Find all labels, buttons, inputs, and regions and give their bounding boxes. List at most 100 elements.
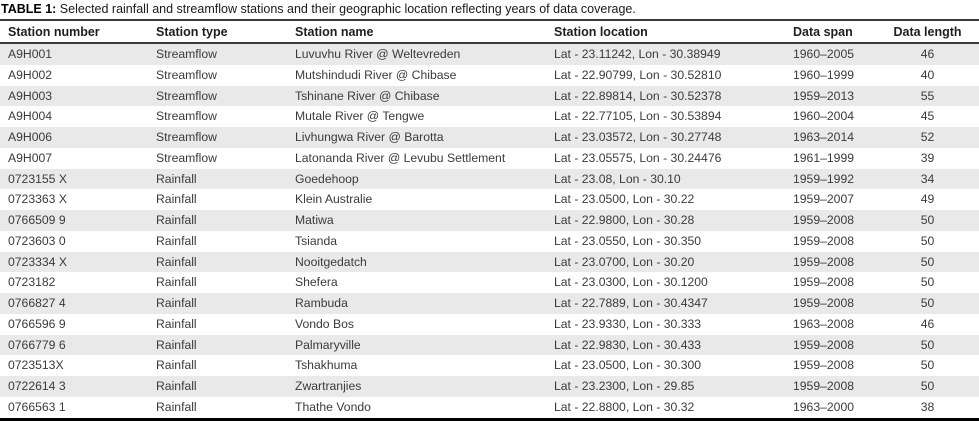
cell-station_location: Lat - 23.2300, Lon - 29.85 [554, 379, 695, 393]
cell-data_length: 49 [920, 192, 935, 207]
cell-data_length: 50 [920, 337, 935, 352]
column-header-station_type: Station type [148, 20, 287, 44]
cell-station_location: Lat - 22.90799, Lon - 30.52810 [554, 67, 722, 82]
cell-data_span: 1959–2008 [793, 233, 855, 248]
cell-station_name: Tshakhuma [295, 358, 358, 373]
cell-data_span: 1959–2008 [793, 379, 855, 393]
cell-station_type: Streamflow [156, 150, 217, 165]
cell-station_name: Zwartranjies [295, 379, 362, 393]
cell-station_type: Rainfall [156, 254, 197, 269]
cell-data_span: 1959–2007 [793, 192, 855, 207]
cell-station_name: Matiwa [295, 213, 334, 227]
cell-station_location: Lat - 23.9330, Lon - 30.333 [554, 316, 702, 331]
cell-station_number: 0723182 [8, 275, 56, 290]
table-row: A9H001 Streamflow Luvuvhu River @ Weltevre… [0, 43, 979, 65]
cell-station_name: Mutshindudi River @ Chibase [295, 67, 457, 82]
table-row: 0766779 6 Rainfall Palmaryville Lat - 22.98… [0, 334, 979, 356]
cell-station_type: Rainfall [156, 213, 197, 227]
cell-station_name: Rambuda [295, 296, 348, 310]
cell-station_number: 0766596 9 [8, 316, 66, 331]
cell-data_span: 1963–2014 [793, 130, 855, 144]
cell-station_number: A9H004 [8, 109, 53, 124]
cell-station_location: Lat - 23.0550, Lon - 30.350 [554, 233, 702, 248]
cell-station_type: Streamflow [156, 47, 217, 61]
cell-data_length: 40 [920, 67, 935, 82]
table-row: 0766509 9 Rainfall Matiwa Lat - 22.9800, Lo… [0, 210, 979, 231]
cell-station_location: Lat - 22.77105, Lon - 30.53894 [554, 109, 722, 124]
cell-data_span: 1959–2008 [793, 337, 855, 352]
cell-station_number: 0722614 3 [8, 379, 66, 393]
cell-station_type: Rainfall [156, 316, 197, 331]
table-caption: TABLE 1: Selected rainfall and streamflo… [0, 0, 979, 19]
cell-data_span: 1960–1999 [793, 67, 855, 82]
column-header-station_name: Station name [287, 20, 546, 44]
cell-data_span: 1959–2008 [793, 213, 855, 227]
cell-data_span: 1959–2008 [793, 296, 855, 310]
cell-station_number: 0766827 4 [8, 296, 66, 310]
cell-station_type: Rainfall [156, 192, 197, 207]
table-row: A9H004 Streamflow Mutale River @ Tengwe Lat… [0, 106, 979, 127]
column-header-data_span: Data span [785, 20, 876, 44]
cell-station_number: 0723155 X [8, 171, 67, 186]
cell-data_span: 1959–2008 [793, 275, 855, 290]
cell-data_length: 50 [920, 254, 935, 269]
cell-station_name: Shefera [295, 275, 338, 290]
cell-station_location: Lat - 23.0300, Lon - 30.1200 [554, 275, 708, 290]
cell-station_location: Lat - 22.8800, Lon - 30.32 [554, 399, 695, 414]
cell-data_span: 1960–2004 [793, 109, 855, 124]
table-row: 0766827 4 Rainfall Rambuda Lat - 22.7889, L… [0, 293, 979, 314]
table-row: A9H007 Streamflow Latonanda River @ Levubu… [0, 147, 979, 169]
table-row: 0766563 1 Rainfall Thathe Vondo Lat - 22.88… [0, 396, 979, 419]
cell-station_type: Rainfall [156, 233, 197, 248]
cell-station_name: Mutale River @ Tengwe [295, 109, 425, 124]
cell-data_span: 1959–1992 [793, 171, 855, 186]
cell-data_span: 1963–2008 [793, 316, 855, 331]
cell-station_number: 0723334 X [8, 254, 67, 269]
cell-station_name: Palmaryville [295, 337, 361, 352]
cell-data_span: 1959–2008 [793, 254, 855, 269]
table-row: 0723363 X Rainfall Klein Australie Lat - 23… [0, 189, 979, 210]
cell-station_location: Lat - 22.7889, Lon - 30.4347 [554, 296, 708, 310]
cell-station_name: Luvuvhu River @ Weltevreden [295, 47, 461, 61]
table-row: 0723603 0 Rainfall Tsianda Lat - 23.0550, L… [0, 230, 979, 252]
table-row: 0766596 9 Rainfall Vondo Bos Lat - 23.9330,… [0, 313, 979, 335]
cell-station_location: Lat - 23.03572, Lon - 30.27748 [554, 130, 722, 144]
cell-data_length: 38 [920, 399, 935, 414]
cell-station_type: Rainfall [156, 275, 197, 290]
cell-station_number: A9H006 [8, 130, 53, 144]
cell-data_length: 50 [920, 379, 935, 393]
cell-station_name: Tshinane River @ Chibase [295, 88, 440, 103]
cell-data_span: 1959–2008 [793, 358, 855, 373]
cell-station_number: 0766563 1 [8, 399, 66, 414]
cell-station_name: Thathe Vondo [295, 399, 371, 414]
cell-station_name: Vondo Bos [295, 316, 354, 331]
cell-station_number: 0723513X [8, 358, 64, 373]
cell-data_length: 39 [920, 150, 935, 165]
cell-data_length: 50 [920, 296, 935, 310]
cell-station_number: A9H003 [8, 88, 53, 103]
cell-station_name: Klein Australie [295, 192, 373, 207]
cell-data_length: 50 [920, 358, 935, 373]
cell-data_span: 1963–2000 [793, 399, 855, 414]
table-row: A9H003 Streamflow Tshinane River @ Chibase… [0, 85, 979, 107]
table-row: 0722614 3 Rainfall Zwartranjies Lat - 23.23… [0, 376, 979, 397]
header-row: Station number Station type Station name St… [0, 20, 979, 44]
column-header-station_number: Station number [0, 20, 148, 44]
cell-data_length: 45 [920, 109, 935, 124]
cell-station_name: Goedehoop [295, 171, 359, 186]
table-caption-label: TABLE 1: [1, 2, 57, 16]
table-row: 0723513X Rainfall Tshakhuma Lat - 23.0500, … [0, 355, 979, 376]
cell-data_length: 52 [920, 130, 935, 144]
cell-station_type: Rainfall [156, 171, 197, 186]
cell-station_type: Streamflow [156, 88, 217, 103]
cell-station_type: Rainfall [156, 379, 197, 393]
cell-station_location: Lat - 23.08, Lon - 30.10 [554, 171, 681, 186]
cell-data_span: 1959–2013 [793, 88, 855, 103]
cell-data_length: 34 [920, 171, 935, 186]
cell-station_number: 0766779 6 [8, 337, 66, 352]
cell-data_length: 50 [920, 233, 935, 248]
cell-station_location: Lat - 22.9800, Lon - 30.28 [554, 213, 695, 227]
table-row: A9H006 Streamflow Livhungwa River @ Barott… [0, 127, 979, 148]
cell-station_name: Livhungwa River @ Barotta [295, 130, 444, 144]
cell-station_number: A9H001 [8, 47, 53, 61]
